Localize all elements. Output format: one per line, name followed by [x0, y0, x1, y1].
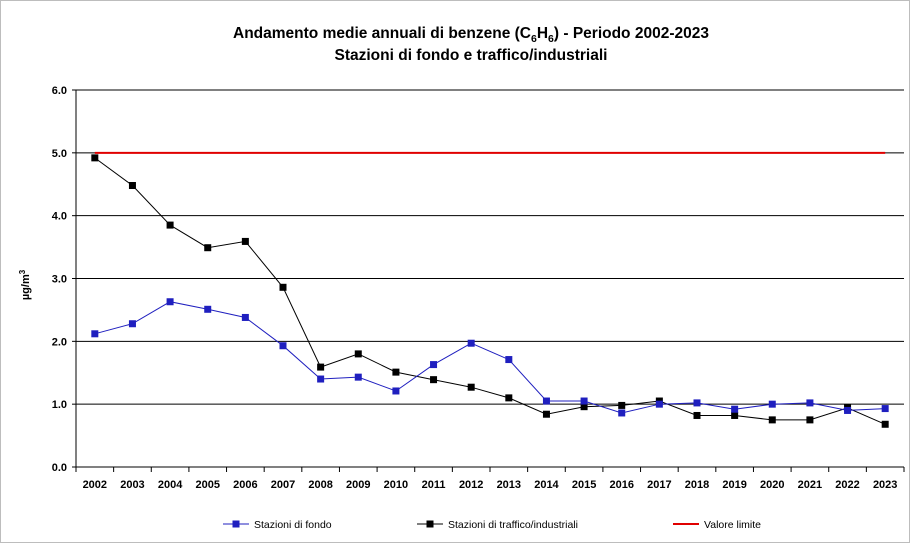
x-tick-label: 2006	[233, 479, 257, 491]
x-tick-label: 2003	[120, 479, 144, 491]
x-tick-label: 2016	[609, 479, 633, 491]
data-point	[580, 403, 588, 411]
data-point	[128, 320, 136, 328]
data-point	[693, 399, 701, 407]
data-point	[91, 330, 99, 338]
data-point	[430, 361, 438, 369]
data-point	[505, 394, 513, 402]
x-tick-label: 2015	[572, 479, 596, 491]
series-line	[94, 157, 886, 425]
series-1	[91, 154, 889, 428]
legend-marker-swatch	[232, 520, 240, 528]
x-tick-label: 2017	[647, 479, 671, 491]
x-tick-label: 2004	[158, 479, 183, 491]
y-tick-labels: 0.0 1.0 2.0 3.0 4.0 5.0 6.0	[52, 85, 67, 474]
x-tick-label: 2014	[534, 479, 559, 491]
data-point	[467, 339, 475, 347]
data-point	[241, 313, 249, 321]
data-point	[881, 405, 889, 413]
data-point	[768, 416, 776, 424]
x-tick-label: 2002	[83, 479, 107, 491]
legend-label: Valore limite	[704, 519, 761, 531]
data-point	[618, 409, 626, 417]
data-point	[317, 375, 325, 383]
y-tick-label: 2.0	[52, 336, 67, 348]
data-point	[430, 376, 438, 384]
x-tick-label: 2010	[384, 479, 408, 491]
legend-label: Stazioni di traffico/industriali	[448, 519, 578, 531]
chart-title-line1: Andamento medie annuali di benzene (C6H6…	[233, 25, 709, 45]
data-point	[204, 305, 212, 313]
data-point	[354, 373, 362, 381]
y-tick-label: 1.0	[52, 399, 67, 411]
data-point	[731, 411, 739, 419]
data-point	[693, 411, 701, 419]
grid-layer	[76, 89, 904, 405]
data-point	[731, 405, 739, 413]
legend-item: Stazioni di fondo	[223, 519, 332, 531]
y-tick-label: 5.0	[52, 148, 67, 160]
x-tick-label: 2005	[195, 479, 219, 491]
data-point	[844, 406, 852, 414]
data-point	[392, 368, 400, 376]
x-tick-label: 2023	[873, 479, 897, 491]
data-point	[542, 397, 550, 405]
legend-marker-swatch	[426, 520, 434, 528]
data-point	[542, 410, 550, 418]
x-tick-labels: 2002 2003 2004 2005 2006 2007 2008 2009 2010 2011…	[83, 479, 898, 491]
data-point	[806, 416, 814, 424]
data-point	[166, 221, 174, 229]
series-0	[91, 298, 889, 417]
legend-item: Stazioni di traffico/industriali	[417, 519, 578, 531]
x-tick-label: 2009	[346, 479, 370, 491]
series-line	[94, 301, 886, 414]
x-tick-label: 2021	[798, 479, 822, 491]
data-point	[91, 154, 99, 162]
data-point	[204, 244, 212, 252]
y-tick-label: 4.0	[52, 211, 67, 223]
data-point	[580, 397, 588, 405]
y-tick-label: 3.0	[52, 274, 67, 286]
series-layer	[91, 151, 889, 428]
chart-title-line2: Stazioni di fondo e traffico/industriali	[335, 47, 608, 64]
axes-layer	[72, 89, 905, 472]
legend-item: Valore limite	[673, 519, 761, 531]
x-tick-label: 2022	[835, 479, 859, 491]
y-tick-label: 6.0	[52, 85, 67, 97]
x-tick-label: 2019	[722, 479, 746, 491]
data-point	[166, 298, 174, 306]
x-tick-label: 2013	[497, 479, 521, 491]
data-point	[768, 400, 776, 408]
data-point	[241, 237, 249, 245]
data-point	[128, 182, 136, 190]
data-point	[881, 420, 889, 428]
legend: Stazioni di fondo Stazioni di traffico/in…	[223, 519, 761, 531]
x-tick-label: 2018	[685, 479, 709, 491]
x-tick-label: 2011	[422, 479, 446, 491]
data-point	[279, 283, 287, 291]
data-point	[806, 399, 814, 407]
data-point	[317, 363, 325, 371]
y-axis-label: µg/m3	[18, 269, 32, 300]
legend-label: Stazioni di fondo	[254, 519, 332, 531]
data-point	[279, 342, 287, 350]
data-point	[354, 350, 362, 358]
x-tick-label: 2012	[459, 479, 483, 491]
x-tick-label: 2008	[308, 479, 332, 491]
x-tick-label: 2007	[271, 479, 295, 491]
data-point	[392, 387, 400, 395]
y-tick-label: 0.0	[52, 462, 67, 474]
x-tick-label: 2020	[760, 479, 784, 491]
data-point	[618, 401, 626, 409]
data-point	[505, 356, 513, 364]
data-point	[655, 400, 663, 408]
data-point	[467, 383, 475, 391]
